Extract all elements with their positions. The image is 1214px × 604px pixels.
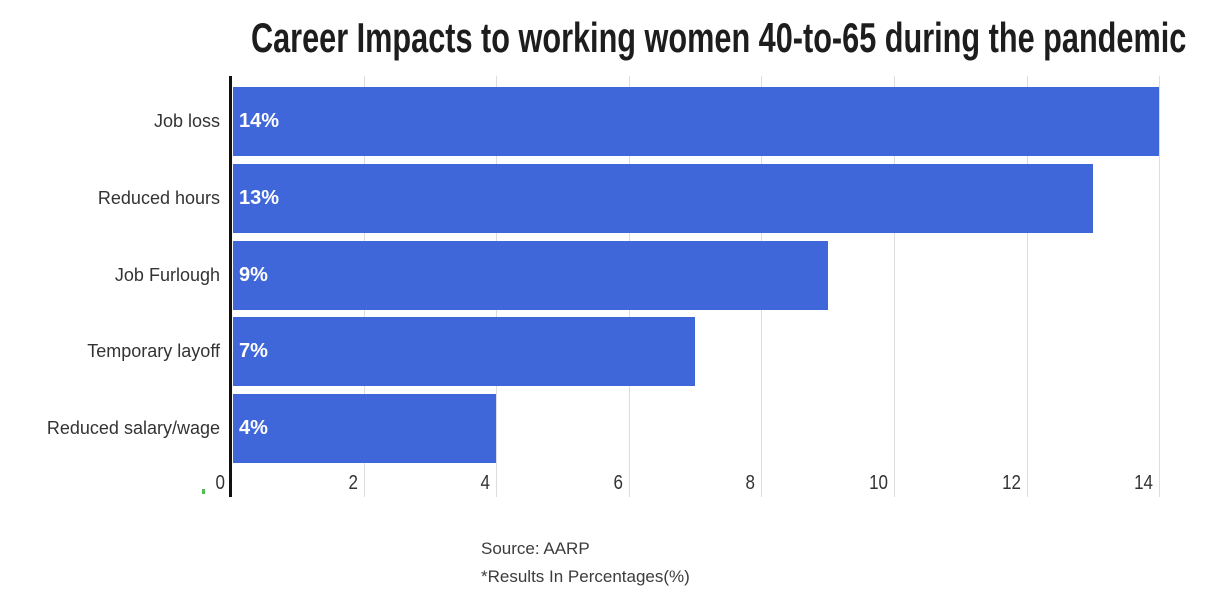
category-label: Temporary layoff — [87, 341, 220, 361]
x-tick-label: 6 — [613, 472, 623, 494]
chart-title: Career Impacts to working women 40-to-65… — [78, 14, 1214, 62]
category-label: Reduced hours — [97, 188, 220, 208]
x-tick-label: 4 — [480, 472, 490, 494]
x-tick-label: 8 — [745, 472, 755, 494]
bar: 7% — [233, 317, 695, 386]
x-tick-label: 14 — [1134, 472, 1153, 494]
x-tick-label: 12 — [1002, 472, 1021, 494]
grid-line — [1027, 76, 1028, 497]
note-label: *Results In Percentages(%) — [481, 567, 690, 586]
x-tick-label: 2 — [348, 472, 358, 494]
category-label: Job loss — [153, 111, 220, 131]
bar: 13% — [233, 164, 1093, 233]
x-tick-label: 0 — [215, 472, 225, 494]
bar: 14% — [233, 87, 1159, 156]
grid-line — [1159, 76, 1160, 497]
x-tick-label: 10 — [869, 472, 888, 494]
bar-value-label: 9% — [239, 264, 268, 286]
bar-value-label: 4% — [239, 417, 268, 439]
bar-value-label: 7% — [239, 340, 268, 362]
bar-value-label: 14% — [239, 110, 280, 132]
y-axis-line — [229, 76, 232, 497]
bar: 4% — [233, 394, 496, 463]
grid-line — [894, 76, 895, 497]
chart-footer: Source: AARP *Results In Percentages(%) — [481, 535, 690, 591]
source-label: Source: AARP — [481, 539, 590, 558]
green-artifact-dot — [202, 489, 205, 494]
category-label: Job Furlough — [114, 265, 220, 285]
bar-value-label: 13% — [239, 187, 280, 209]
chart-title-text: Career Impacts to working women 40-to-65… — [250, 14, 1187, 61]
category-label: Reduced salary/wage — [46, 418, 220, 438]
bar: 9% — [233, 241, 828, 310]
